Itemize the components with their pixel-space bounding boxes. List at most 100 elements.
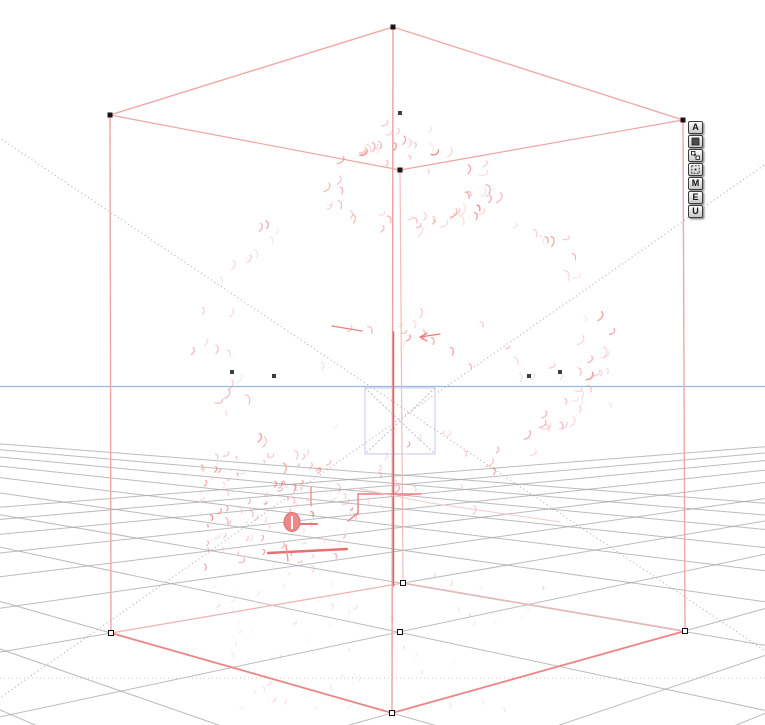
sketch-mark <box>476 204 481 212</box>
sketch-mark <box>347 648 351 652</box>
sketch-mark <box>271 562 276 569</box>
sketch-mark <box>264 220 270 230</box>
sketch-mark <box>304 693 309 698</box>
sketch-mark <box>540 422 552 430</box>
anchor-handle[interactable] <box>230 370 234 374</box>
sketch-mark <box>413 217 418 224</box>
cube-edge[interactable] <box>109 114 401 171</box>
cube-edge[interactable] <box>399 119 684 171</box>
sketch-mark <box>578 405 582 413</box>
sketch-mark <box>264 492 268 497</box>
sketch-mark <box>234 641 237 646</box>
sketch-mark <box>241 554 246 560</box>
sketch-mark <box>298 484 303 492</box>
sketch-mark <box>420 669 424 675</box>
sketch-mark <box>264 516 268 523</box>
toolbar-button-e[interactable]: E <box>688 191 703 204</box>
vertex-handle-open[interactable] <box>389 710 395 716</box>
sketch-mark <box>244 394 251 405</box>
sketch-mark <box>526 607 531 611</box>
toolbar-button-fill[interactable] <box>688 135 703 148</box>
cube-edge[interactable] <box>110 632 393 714</box>
sketch-mark <box>237 620 240 627</box>
sketch-mark <box>351 674 355 679</box>
sketch-mark <box>215 344 220 354</box>
vertex-handle[interactable] <box>390 24 396 30</box>
toolbar-button-u[interactable]: U <box>688 205 703 218</box>
sketch-mark <box>609 329 616 335</box>
sketch-mark <box>541 410 548 419</box>
cube-edge[interactable] <box>109 26 394 116</box>
sketch-mark <box>439 219 449 228</box>
sketch-mark <box>478 208 486 215</box>
vertex-handle-open[interactable] <box>400 580 406 586</box>
anchor-handle[interactable] <box>398 111 402 115</box>
cube-edge[interactable] <box>392 26 684 121</box>
cube-edge[interactable] <box>391 26 394 714</box>
sketch-mark <box>608 328 616 335</box>
sketch-mark <box>347 511 351 517</box>
sketch-mark <box>329 684 333 691</box>
sketch-mark <box>393 142 397 152</box>
vertex-handle[interactable] <box>397 167 403 173</box>
sketch-mark <box>457 607 461 614</box>
sketch-mark <box>285 484 288 489</box>
vertex-handle-open[interactable] <box>682 628 688 634</box>
vertex-handle-open[interactable] <box>397 629 403 635</box>
toolbar-button-a[interactable]: A <box>688 121 703 134</box>
sketch-mark <box>385 159 389 167</box>
focus-target-box[interactable] <box>364 387 436 455</box>
sketch-mark <box>415 222 422 228</box>
sketch-stroke <box>347 512 359 522</box>
vertex-handles[interactable] <box>107 24 688 716</box>
sketch-mark <box>580 389 585 399</box>
sketch-mark <box>490 612 494 616</box>
cube-edge[interactable] <box>402 582 686 632</box>
sketch-mark <box>599 369 603 377</box>
toolbar-button-marquee[interactable] <box>688 163 703 176</box>
sketch-mark <box>467 190 472 197</box>
sketch-mark <box>430 336 435 345</box>
sketch-mark <box>386 131 392 136</box>
sketch-mark <box>433 572 437 578</box>
vertex-handle[interactable] <box>107 112 113 118</box>
sketch-mark <box>340 674 344 679</box>
sketch-mark <box>550 235 555 248</box>
sketch-stroke <box>266 547 349 555</box>
sketch-mark <box>253 515 259 522</box>
anchor-handle[interactable] <box>527 374 531 378</box>
sketch-mark <box>279 654 282 659</box>
anchor-handle[interactable] <box>558 370 562 374</box>
sketch-mark <box>206 540 209 546</box>
cube-edge[interactable] <box>110 582 404 634</box>
bounding-cube[interactable] <box>109 26 686 714</box>
sketch-mark <box>346 704 352 709</box>
sketch-mark <box>605 367 609 375</box>
anchor-handle[interactable] <box>272 374 276 378</box>
cube-edge[interactable] <box>682 119 686 632</box>
cube-edge[interactable] <box>399 169 404 584</box>
vertex-handle-open[interactable] <box>108 630 114 636</box>
sketch-mark <box>353 512 358 521</box>
sketch-mark <box>282 583 286 589</box>
sketch-mark <box>328 492 332 496</box>
sketch-mark <box>453 661 456 666</box>
sketch-mark <box>301 453 306 460</box>
sketch-mark <box>245 520 249 524</box>
toolbar-button-m[interactable]: M <box>688 177 703 190</box>
sketch-mark <box>571 253 577 261</box>
sketch-mark <box>266 694 270 701</box>
sketch-mark <box>330 496 337 501</box>
cube-edge[interactable] <box>109 114 112 634</box>
sketch-mark <box>479 321 484 328</box>
sketch-mark <box>210 584 217 589</box>
sketch-mark <box>431 218 436 225</box>
sketch-mark <box>544 424 550 432</box>
focus-rect[interactable] <box>364 387 436 455</box>
vertex-handle[interactable] <box>680 117 686 123</box>
sketch-mark <box>230 259 236 271</box>
toolbar-button-cascade[interactable] <box>688 149 703 162</box>
cube-edge[interactable] <box>391 630 686 714</box>
